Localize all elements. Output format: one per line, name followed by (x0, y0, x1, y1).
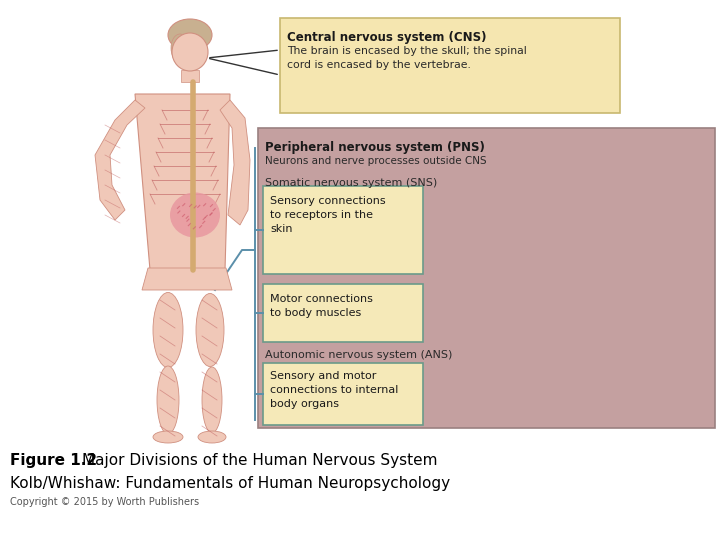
Ellipse shape (168, 19, 212, 51)
Ellipse shape (202, 367, 222, 433)
Text: Sensory connections
to receptors in the
skin: Sensory connections to receptors in the … (270, 196, 386, 234)
Ellipse shape (157, 366, 179, 434)
Ellipse shape (153, 293, 183, 368)
FancyBboxPatch shape (258, 128, 715, 428)
FancyBboxPatch shape (263, 284, 423, 342)
Text: Figure 1.2: Figure 1.2 (10, 453, 97, 468)
Bar (181, 70, 199, 82)
Text: The brain is encased by the skull; the spinal
cord is encased by the vertebrae.: The brain is encased by the skull; the s… (287, 46, 527, 70)
Ellipse shape (170, 192, 220, 238)
Text: Somatic nervous system (SNS): Somatic nervous system (SNS) (265, 178, 437, 188)
Ellipse shape (196, 294, 224, 367)
Text: Neurons and nerve processes outside CNS: Neurons and nerve processes outside CNS (265, 156, 487, 166)
Polygon shape (220, 100, 250, 225)
FancyBboxPatch shape (263, 363, 423, 425)
Ellipse shape (198, 431, 226, 443)
Text: Autonomic nervous system (ANS): Autonomic nervous system (ANS) (265, 350, 452, 360)
Text: Motor connections
to body muscles: Motor connections to body muscles (270, 294, 373, 318)
Text: Sensory and motor
connections to internal
body organs: Sensory and motor connections to interna… (270, 371, 398, 409)
Ellipse shape (171, 34, 189, 62)
Polygon shape (135, 94, 230, 270)
Text: Kolb/Whishaw: Fundamentals of Human Neuropsychology: Kolb/Whishaw: Fundamentals of Human Neur… (10, 476, 450, 491)
Text: Copyright © 2015 by Worth Publishers: Copyright © 2015 by Worth Publishers (10, 497, 199, 507)
Text: Central nervous system (CNS): Central nervous system (CNS) (287, 31, 487, 44)
Polygon shape (95, 100, 145, 220)
Ellipse shape (153, 431, 183, 443)
Ellipse shape (172, 33, 208, 71)
Text: Peripheral nervous system (PNS): Peripheral nervous system (PNS) (265, 141, 485, 154)
Polygon shape (142, 268, 232, 290)
Text: Major Divisions of the Human Nervous System: Major Divisions of the Human Nervous Sys… (82, 453, 438, 468)
FancyBboxPatch shape (263, 186, 423, 274)
FancyBboxPatch shape (280, 18, 620, 113)
